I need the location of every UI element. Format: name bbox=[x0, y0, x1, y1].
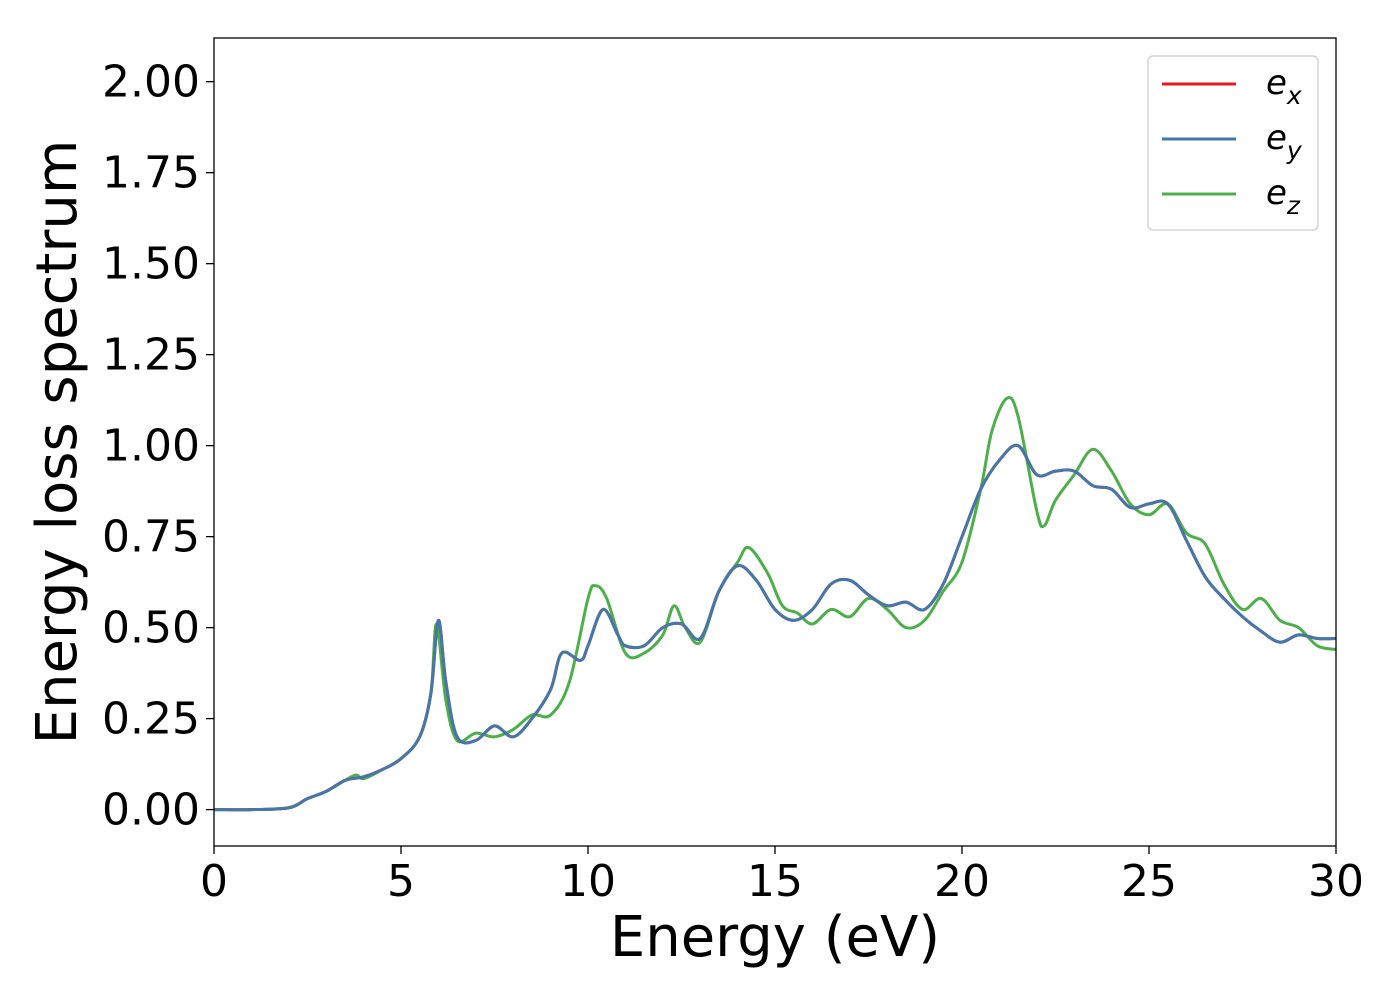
y-axis-title: Energy loss spectrum bbox=[25, 140, 90, 745]
x-tick-label: 30 bbox=[1308, 856, 1364, 907]
x-tick-label: 5 bbox=[387, 856, 415, 907]
series-line-x bbox=[214, 443, 1336, 812]
legend-item-x: ex bbox=[1162, 63, 1302, 110]
x-axis: 0 5 10 15 20 25 30 bbox=[200, 846, 1364, 907]
y-axis: 0.00 0.25 0.50 0.75 1.00 1.25 1.50 1.75 2.00 bbox=[102, 57, 214, 836]
y-tick-label: 0.50 bbox=[102, 603, 200, 654]
y-tick-label: 0.25 bbox=[102, 694, 200, 745]
series-lines bbox=[214, 396, 1336, 812]
y-tick-label: 2.00 bbox=[102, 57, 200, 108]
y-tick-label: 1.50 bbox=[102, 239, 200, 290]
y-tick-label: 1.00 bbox=[102, 421, 200, 472]
legend-label: ez bbox=[1266, 173, 1301, 220]
x-axis-title: Energy (eV) bbox=[610, 905, 940, 970]
legend-label: ey bbox=[1266, 118, 1303, 165]
legend: ex ey ez bbox=[1147, 55, 1319, 231]
legend-item-z: ez bbox=[1162, 173, 1301, 220]
x-tick-label: 0 bbox=[200, 856, 228, 907]
x-tick-label: 10 bbox=[560, 856, 616, 907]
y-tick-label: 0.00 bbox=[102, 785, 200, 836]
x-tick-label: 25 bbox=[1121, 856, 1177, 907]
y-tick-label: 1.25 bbox=[102, 330, 200, 381]
y-tick-label: 1.75 bbox=[102, 148, 200, 199]
y-tick-label: 0.75 bbox=[102, 512, 200, 563]
legend-item-y: ey bbox=[1162, 118, 1303, 165]
x-tick-label: 20 bbox=[934, 856, 990, 907]
x-tick-label: 15 bbox=[747, 856, 803, 907]
legend-box bbox=[1147, 55, 1319, 231]
legend-label: ex bbox=[1266, 63, 1302, 110]
series-line-y bbox=[214, 443, 1336, 812]
series-line-z bbox=[214, 396, 1336, 812]
